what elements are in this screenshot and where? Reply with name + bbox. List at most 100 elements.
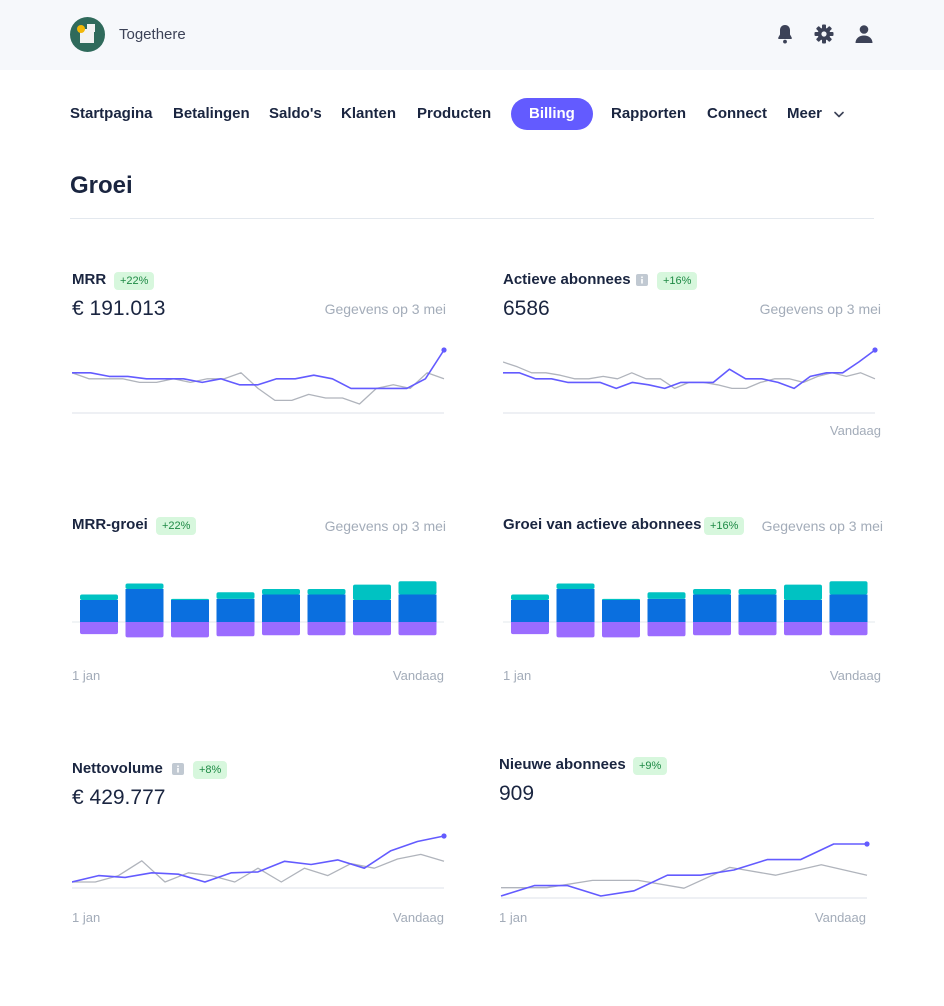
- axis-end-label: Vandaag: [814, 910, 866, 925]
- nav-item-meer-label: Meer: [787, 105, 823, 122]
- info-icon[interactable]: [172, 763, 184, 775]
- bar-segment-churn: [262, 620, 300, 636]
- previous-period-line: [72, 853, 445, 883]
- data-date-note: Gegevens op 3 mei: [761, 518, 883, 534]
- change-badge: +8%: [193, 761, 228, 779]
- bar-segment-existing: [784, 600, 822, 622]
- data-date-note: Gegevens op 3 mei: [324, 301, 446, 317]
- new-subscribers-line-chart: [500, 841, 870, 899]
- card-title: MRR: [72, 271, 107, 288]
- nav-item-saldos[interactable]: Saldo's: [269, 105, 322, 122]
- bar-segment-new: [262, 589, 300, 595]
- bar-segment-new: [556, 583, 595, 589]
- bar-segment-churn: [216, 620, 255, 637]
- net-volume-line-chart: [72, 833, 447, 889]
- change-badge: +9%: [633, 757, 668, 775]
- nav-item-meer[interactable]: Meer: [787, 98, 845, 130]
- bar-segment-new: [738, 589, 777, 595]
- current-value-dot: [441, 833, 447, 839]
- user-icon[interactable]: [852, 22, 876, 46]
- metric-value: € 429.777: [72, 786, 166, 809]
- bell-icon[interactable]: [773, 22, 797, 46]
- bar-segment-churn: [829, 620, 868, 636]
- bar-segment-existing: [647, 598, 686, 622]
- bar-segment-new: [693, 589, 731, 595]
- current-value-dot: [441, 347, 447, 353]
- axis-start-label: 1 jan: [503, 668, 532, 683]
- app-logo[interactable]: [70, 17, 105, 52]
- mrr-line-chart: [72, 347, 447, 414]
- change-badge: +22%: [114, 272, 155, 290]
- card-title: Groei van actieve abonnees: [503, 516, 702, 533]
- bar-segment-existing: [216, 598, 255, 622]
- nav-item-producten[interactable]: Producten: [417, 105, 492, 122]
- axis-start-label: 1 jan: [499, 910, 528, 925]
- bar-segment-new: [647, 592, 686, 599]
- previous-period-line: [501, 864, 868, 889]
- bar-segment-churn: [693, 620, 731, 636]
- bar-segment-new: [784, 584, 822, 600]
- bar-segment-existing: [693, 594, 731, 622]
- axis-end-label: Vandaag: [392, 668, 444, 683]
- bar-segment-churn: [602, 620, 640, 638]
- bar-segment-new: [602, 598, 640, 600]
- bar-segment-existing: [602, 600, 640, 622]
- current-period-line: [72, 835, 445, 883]
- bar-segment-churn: [125, 620, 164, 638]
- bar-segment-existing: [125, 589, 164, 622]
- previous-period-line: [72, 372, 445, 405]
- current-period-line: [500, 843, 867, 897]
- title-divider: [70, 218, 874, 219]
- bar-segment-churn: [784, 620, 822, 636]
- info-icon[interactable]: [636, 274, 648, 286]
- card-title: Nettovolume: [72, 760, 163, 777]
- metric-value: € 191.013: [72, 297, 166, 320]
- page-title: Groei: [70, 172, 133, 199]
- bar-segment-churn: [171, 620, 209, 638]
- bar-segment-new: [171, 598, 209, 600]
- bar-segment-churn: [647, 620, 686, 637]
- bar-segment-existing: [262, 594, 300, 622]
- card-title: MRR-groei: [72, 516, 148, 533]
- bar-segment-churn: [80, 620, 118, 635]
- top-bar: Togethere: [0, 0, 944, 70]
- bar-segment-new: [80, 594, 118, 600]
- gear-icon[interactable]: [812, 22, 836, 46]
- axis-end-label: Vandaag: [392, 910, 444, 925]
- bar-segment-churn: [307, 620, 346, 636]
- bar-segment-existing: [307, 594, 346, 622]
- bar-segment-existing: [398, 594, 437, 622]
- bar-segment-existing: [511, 600, 549, 622]
- axis-end-label: Vandaag: [829, 668, 881, 683]
- data-date-note: Gegevens op 3 mei: [759, 301, 881, 317]
- change-badge: +22%: [156, 517, 197, 535]
- nav-item-startpagina[interactable]: Startpagina: [70, 105, 153, 122]
- bar-segment-new: [216, 592, 255, 599]
- bar-segment-churn: [738, 620, 777, 636]
- bar-segment-new: [307, 589, 346, 595]
- bar-segment-churn: [398, 620, 437, 636]
- bar-segment-churn: [353, 620, 391, 636]
- axis-start-label: 1 jan: [72, 668, 101, 683]
- nav-item-billing[interactable]: Billing: [511, 98, 593, 130]
- axis-end-label: Vandaag: [829, 423, 881, 438]
- current-period-line: [72, 349, 445, 390]
- bar-segment-new: [398, 581, 437, 595]
- nav-item-connect[interactable]: Connect: [707, 105, 767, 122]
- nav-item-betalingen[interactable]: Betalingen: [173, 105, 250, 122]
- metric-value: 6586: [503, 297, 550, 320]
- nav-item-rapporten[interactable]: Rapporten: [611, 105, 686, 122]
- bar-segment-existing: [738, 594, 777, 622]
- app-name: Togethere: [119, 26, 186, 43]
- card-title: Nieuwe abonnees: [499, 756, 626, 773]
- bar-segment-churn: [556, 620, 595, 638]
- metric-value: 909: [499, 782, 535, 805]
- bar-segment-churn: [511, 620, 549, 635]
- change-badge: +16%: [657, 272, 698, 290]
- bar-segment-new: [829, 581, 868, 595]
- chevron-down-icon: [834, 111, 845, 117]
- nav-item-klanten[interactable]: Klanten: [341, 105, 397, 122]
- bar-segment-new: [125, 583, 164, 589]
- axis-start-label: 1 jan: [72, 910, 101, 925]
- bar-segment-new: [353, 584, 391, 600]
